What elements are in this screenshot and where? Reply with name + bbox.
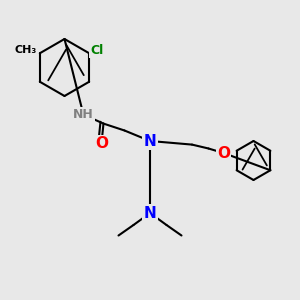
Text: N: N <box>144 206 156 220</box>
Text: N: N <box>144 134 156 148</box>
Text: CH₃: CH₃ <box>15 45 37 55</box>
Text: NH: NH <box>73 108 94 121</box>
Text: Cl: Cl <box>90 44 103 57</box>
Text: O: O <box>217 146 230 160</box>
Text: O: O <box>95 136 108 152</box>
